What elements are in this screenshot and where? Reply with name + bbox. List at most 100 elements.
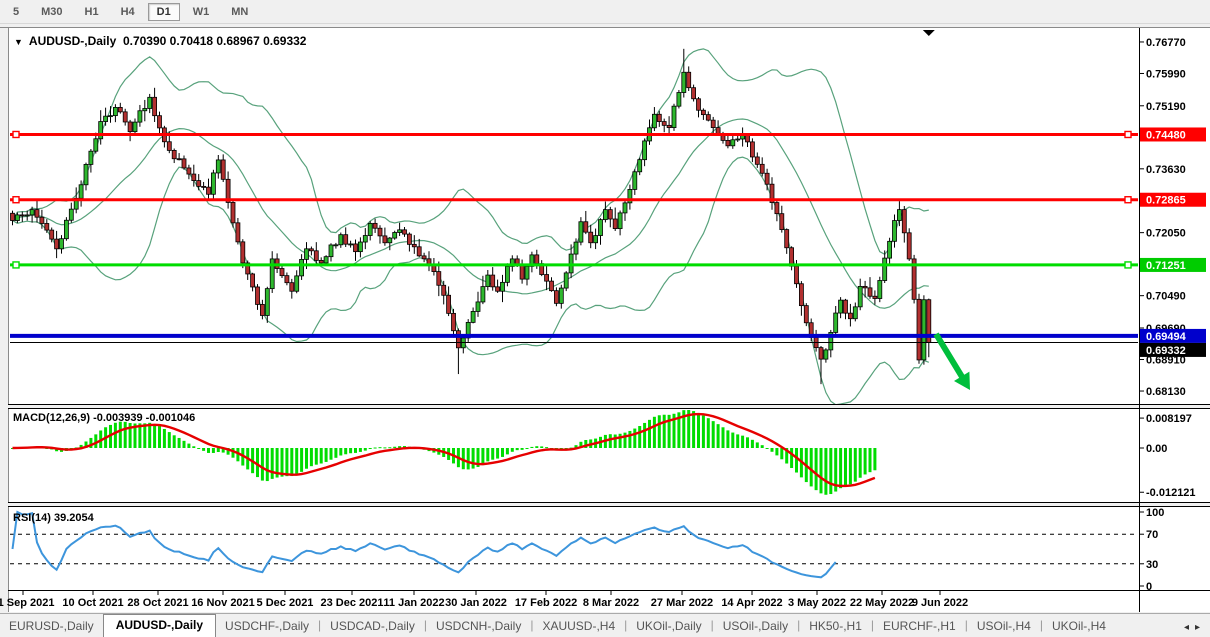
candle-body bbox=[838, 299, 843, 314]
symbol-tab-eurchf-h1[interactable]: EURCHF-,H1 bbox=[883, 619, 956, 633]
trend-arrow[interactable] bbox=[933, 332, 967, 382]
candle-body bbox=[701, 109, 706, 116]
macd-bar bbox=[486, 448, 490, 462]
symbol-tab-audusd-daily[interactable]: AUDUSD-,Daily bbox=[102, 614, 217, 637]
candle-body bbox=[308, 248, 314, 252]
level-handle[interactable] bbox=[12, 130, 20, 139]
timeframe-button-d1[interactable]: D1 bbox=[147, 2, 180, 21]
candle-body bbox=[897, 209, 902, 221]
symbol-tab-hk50-h1[interactable]: HK50-,H1 bbox=[809, 619, 862, 633]
macd-bar bbox=[706, 418, 710, 448]
macd-bar bbox=[721, 427, 725, 448]
symbol-tab-usdcad-daily[interactable]: USDCAD-,Daily bbox=[330, 619, 415, 633]
candle-body bbox=[686, 71, 692, 89]
candle-body bbox=[294, 275, 300, 292]
candle-body bbox=[333, 244, 339, 247]
symbol-tab-usdcnh-daily[interactable]: USDCNH-,Daily bbox=[435, 619, 522, 633]
candle-body bbox=[578, 221, 584, 243]
macd-bar bbox=[839, 448, 843, 489]
level-handle[interactable] bbox=[1124, 261, 1132, 269]
macd-bar bbox=[476, 448, 480, 467]
candle-body bbox=[186, 167, 192, 175]
candle-body bbox=[705, 114, 711, 121]
macd-bar bbox=[128, 423, 132, 448]
candle-body bbox=[656, 113, 662, 122]
date-tick-label: 17 Feb 2022 bbox=[515, 597, 577, 609]
candle-body bbox=[235, 222, 241, 243]
timeframe-button-h4[interactable]: H4 bbox=[120, 5, 135, 18]
macd-bar bbox=[138, 423, 142, 448]
macd-bar bbox=[172, 435, 176, 448]
symbol-tab-ukoil-h4[interactable]: UKOil-,H4 bbox=[1051, 619, 1106, 633]
symbol-tab-usdchf-daily[interactable]: USDCHF-,Daily bbox=[225, 619, 310, 633]
rsi-tick-label: 70 bbox=[1146, 529, 1158, 541]
candle-body bbox=[289, 282, 295, 292]
macd-bar bbox=[11, 448, 14, 449]
macd-histogram bbox=[11, 410, 877, 495]
bollinger-upper-band bbox=[11, 48, 929, 256]
timeframe-button-w1[interactable]: W1 bbox=[192, 5, 210, 18]
trend-arrow-head[interactable] bbox=[954, 371, 970, 390]
candle-body bbox=[833, 312, 839, 333]
tab-separator: | bbox=[964, 617, 968, 632]
date-tick-label: 14 Apr 2022 bbox=[721, 597, 782, 609]
macd-bar bbox=[682, 410, 686, 448]
date-tick-label: 28 Oct 2021 bbox=[127, 597, 188, 609]
macd-bar bbox=[197, 448, 201, 449]
candle-body bbox=[201, 185, 207, 188]
macd-bar bbox=[265, 448, 269, 482]
candle-body bbox=[504, 265, 510, 283]
candle-body bbox=[627, 189, 633, 204]
candle-body bbox=[279, 268, 285, 277]
macd-bar bbox=[398, 446, 402, 448]
candle-body bbox=[14, 214, 20, 221]
candle-body bbox=[764, 172, 770, 185]
macd-bar bbox=[177, 437, 181, 448]
tab-separator: | bbox=[624, 617, 628, 632]
last-bar-marker-icon bbox=[922, 30, 935, 36]
symbol-tab-usoil-h4[interactable]: USOil-,H4 bbox=[976, 619, 1031, 633]
timeframe-button-m30[interactable]: M30 bbox=[41, 5, 63, 18]
macd-bar bbox=[858, 448, 862, 478]
timeframe-button-5[interactable]: 5 bbox=[13, 5, 20, 18]
candle-body bbox=[843, 299, 848, 314]
symbol-tab-xauusd-h4[interactable]: XAUUSD-,H4 bbox=[542, 619, 616, 633]
symbol-tab-usoil-daily[interactable]: USOil-,Daily bbox=[722, 619, 789, 633]
level-handle[interactable] bbox=[1124, 130, 1132, 139]
level-handle[interactable] bbox=[12, 196, 20, 204]
timeframe-button-mn[interactable]: MN bbox=[231, 5, 249, 18]
candle-body bbox=[554, 290, 559, 304]
tab-scroll-right-icon[interactable]: ▸ bbox=[1194, 622, 1200, 633]
macd-bar bbox=[652, 416, 656, 448]
candle-body bbox=[622, 202, 628, 214]
level-handle[interactable] bbox=[12, 261, 20, 269]
macd-bar bbox=[461, 448, 465, 470]
macd-bar bbox=[633, 428, 637, 448]
symbol-tab-ukoil-daily[interactable]: UKOil-,Daily bbox=[636, 619, 702, 633]
date-tick-label: 10 Oct 2021 bbox=[62, 597, 123, 609]
level-handle[interactable] bbox=[1124, 196, 1132, 204]
macd-bar bbox=[501, 448, 504, 457]
timeframe-toolbar: 5 M30 H1 H4 D1 W1 MN bbox=[0, 0, 1210, 24]
symbol-tab-eurusd-daily[interactable]: EURUSD-,Daily bbox=[9, 619, 94, 633]
tab-scroll-left-icon[interactable]: ◂ bbox=[1183, 622, 1189, 633]
macd-bar bbox=[692, 411, 696, 448]
candle-body bbox=[632, 171, 638, 190]
candle-body bbox=[166, 141, 172, 151]
candle-body bbox=[382, 235, 388, 244]
timeframe-button-h1[interactable]: H1 bbox=[84, 5, 99, 18]
candle-body bbox=[441, 284, 447, 296]
candle-body bbox=[848, 312, 853, 320]
candle-body bbox=[372, 222, 378, 229]
tab-separator: | bbox=[318, 617, 322, 632]
macd-bar bbox=[314, 448, 318, 465]
macd-bar bbox=[520, 448, 524, 450]
candle-body bbox=[122, 111, 128, 123]
candle-body bbox=[710, 119, 716, 129]
candle-body bbox=[446, 294, 452, 314]
macd-bar bbox=[736, 434, 740, 448]
chart-canvas[interactable]: 0.76770 0.75990 0.75190 0.73630 0.72050 0.704… bbox=[0, 25, 1210, 614]
candle-body bbox=[475, 301, 481, 312]
candle-body bbox=[436, 271, 442, 286]
symbol-dropdown-icon[interactable]: ▼ bbox=[14, 37, 23, 47]
